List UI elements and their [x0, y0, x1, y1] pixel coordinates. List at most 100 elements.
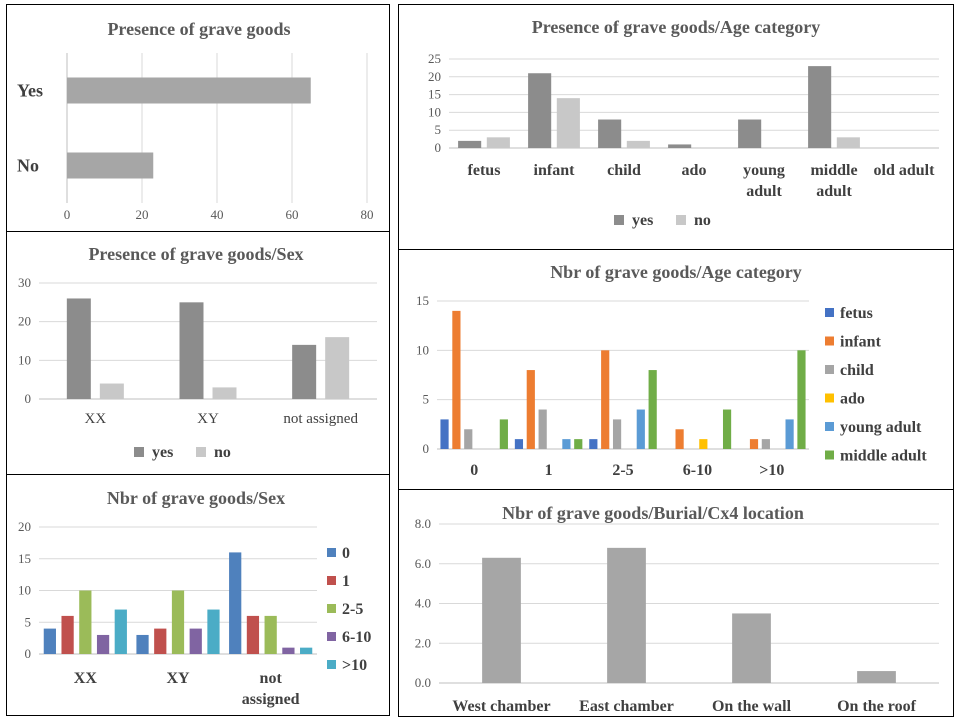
- bar: [556, 98, 580, 148]
- bar: [67, 77, 311, 104]
- y-tick-label: 2.0: [415, 635, 431, 650]
- legend-swatch: [327, 604, 336, 613]
- y-tick-label: 10: [428, 104, 441, 119]
- chart-presence-grave-goods-age: Presence of grave goods/Age category 0 5 10…: [428, 17, 939, 229]
- bar: [797, 350, 806, 449]
- chart-nbr-grave-goods-age: Nbr of grave goods/Age category 0 5 10 15 0 1 2…: [416, 262, 927, 479]
- x-tick-label: 0: [64, 207, 71, 222]
- y-tick-label: 6.0: [415, 556, 431, 571]
- category-label: XY: [166, 670, 190, 687]
- y-tick-label: 5: [435, 122, 442, 137]
- bar: [589, 439, 598, 449]
- bar: [514, 439, 524, 449]
- legend-swatch: [327, 548, 336, 557]
- bar: [612, 419, 622, 449]
- panel-nbr-grave-goods-location: Nbr of grave goods/Burial/Cx4 location 0.…: [398, 489, 954, 717]
- bar: [538, 409, 547, 449]
- bar: [171, 590, 185, 654]
- y-tick-label: 10: [18, 352, 31, 367]
- category-label: adult: [746, 183, 782, 200]
- bar: [66, 298, 91, 399]
- legend-label: yes: [632, 212, 653, 229]
- bar: [636, 409, 645, 449]
- category-label: 6-10: [683, 462, 712, 479]
- y-tick-label: 25: [428, 51, 441, 66]
- bar: [325, 337, 350, 399]
- bar: [300, 647, 313, 654]
- chart-presence-grave-goods: Presence of grave goods 0 20 40 60 80 Yes No: [17, 19, 374, 222]
- legend-swatch: [327, 576, 336, 585]
- category-label: On the roof: [837, 698, 916, 715]
- panel-grave-goods-sex: Presence of grave goods/Sex 0 10 20 30 XX XY no…: [6, 231, 390, 475]
- x-tick-label: 20: [136, 207, 149, 222]
- panel-nbr-grave-goods-sex: Nbr of grave goods/Sex 0 5 10 15 20 XX XY not ass…: [6, 474, 390, 716]
- category-label: assigned: [242, 691, 300, 708]
- category-label: East chamber: [579, 698, 674, 715]
- category-label: old adult: [874, 162, 936, 179]
- x-tick-label: 40: [211, 207, 224, 222]
- bar: [722, 409, 732, 449]
- bar: [598, 119, 622, 148]
- bar: [482, 557, 521, 683]
- category-label: XY: [197, 411, 219, 427]
- category-label: On the wall: [712, 698, 792, 715]
- y-tick-label: 20: [18, 314, 31, 329]
- bar: [738, 119, 762, 148]
- bar: [229, 552, 242, 654]
- bar: [699, 439, 708, 449]
- legend-swatch: [327, 632, 336, 641]
- panel-nbr-grave-goods-age: Nbr of grave goods/Age category 0 5 10 15 0 1 2…: [398, 249, 954, 490]
- bar: [808, 66, 832, 148]
- legend-swatch: [614, 215, 624, 225]
- bar: [189, 628, 202, 654]
- y-tick-label: 10: [18, 583, 31, 598]
- legend-swatch: [825, 365, 834, 374]
- legend-label: child: [840, 362, 874, 379]
- legend-label: no: [214, 444, 231, 461]
- legend-swatch: [825, 336, 834, 346]
- bar: [79, 590, 92, 654]
- chart-title: Nbr of grave goods/Sex: [107, 488, 285, 508]
- bar: [61, 615, 74, 654]
- bar: [114, 609, 127, 654]
- panel-grave-goods: Presence of grave goods 0 20 40 60 80 Yes No: [6, 4, 390, 232]
- legend-swatch: [196, 447, 206, 457]
- x-tick-label: 60: [286, 207, 299, 222]
- bar: [99, 383, 124, 399]
- bar: [528, 73, 552, 148]
- category-label: XX: [74, 670, 98, 687]
- bar: [246, 615, 260, 654]
- bar: [464, 429, 473, 449]
- y-tick-label: 5: [423, 392, 430, 407]
- category-label: No: [17, 156, 39, 176]
- category-label: adult: [816, 183, 852, 200]
- panel-grave-goods-age: Presence of grave goods/Age category 0 5 10…: [398, 4, 954, 250]
- category-label: infant: [534, 162, 576, 179]
- bar: [452, 310, 461, 449]
- bar: [179, 302, 204, 399]
- y-tick-label: 15: [416, 293, 429, 308]
- chart-title: Nbr of grave goods/Burial/Cx4 location: [502, 503, 804, 523]
- category-label: Yes: [17, 81, 43, 101]
- bar: [601, 350, 610, 449]
- category-label: not: [260, 670, 283, 687]
- y-tick-label: 10: [416, 342, 429, 357]
- legend-label: middle adult: [840, 448, 927, 465]
- y-tick-label: 0.0: [415, 675, 431, 690]
- chart-title: Presence of grave goods/Sex: [88, 244, 303, 264]
- bar: [43, 628, 56, 654]
- bar: [96, 634, 110, 654]
- legend-swatch: [825, 393, 834, 403]
- bar: [440, 419, 449, 449]
- category-label: West chamber: [452, 698, 550, 715]
- legend-swatch: [825, 422, 834, 431]
- category-label: middle: [810, 162, 857, 179]
- bar: [668, 144, 692, 148]
- y-tick-label: 4.0: [415, 596, 431, 611]
- legend-label: young adult: [840, 419, 922, 436]
- bar: [282, 647, 295, 654]
- category-label: 2-5: [612, 462, 633, 479]
- y-tick-label: 20: [428, 69, 441, 84]
- bar: [212, 387, 237, 399]
- bar: [574, 439, 583, 449]
